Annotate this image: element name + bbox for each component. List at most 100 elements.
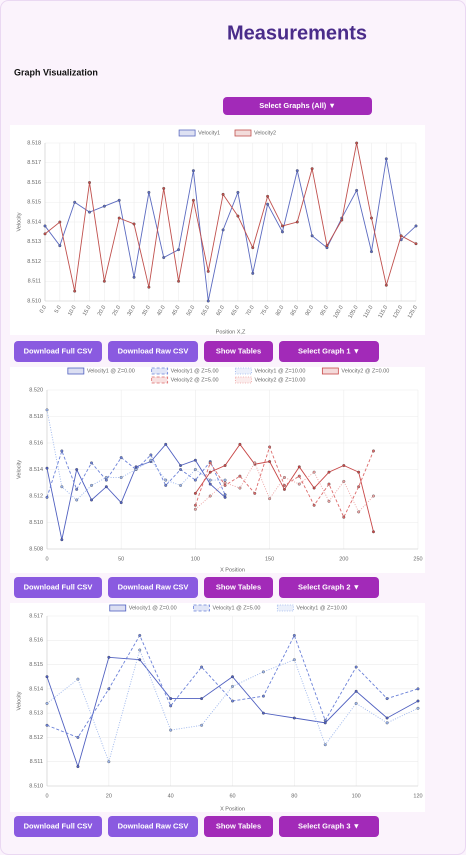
- series-line: [44, 158, 417, 302]
- data-point: [292, 658, 296, 662]
- data-point: [384, 157, 388, 161]
- x-tick-label: 10.0: [67, 305, 78, 317]
- select-graphs-button[interactable]: Select Graphs (All) ▼: [223, 97, 372, 115]
- data-point: [297, 474, 301, 478]
- x-tick-label: 70.0: [245, 305, 256, 317]
- button-bg[interactable]: [108, 816, 198, 837]
- button-label[interactable]: Show Tables: [216, 821, 261, 830]
- data-point: [223, 481, 227, 485]
- x-tick-label: 5.0: [54, 305, 63, 315]
- x-tick-label: 50.0: [186, 305, 197, 317]
- button-bg[interactable]: [204, 577, 273, 598]
- button-bg[interactable]: [279, 341, 379, 362]
- data-point: [138, 648, 142, 652]
- button-bg[interactable]: [108, 341, 198, 362]
- button[interactable]: Download Raw CSV: [108, 816, 198, 837]
- data-point: [208, 470, 212, 474]
- data-point: [193, 503, 197, 507]
- x-tick-label: 100: [352, 793, 361, 799]
- button-bg[interactable]: [204, 341, 273, 362]
- data-point: [414, 242, 418, 246]
- chart-panel: [10, 125, 425, 335]
- button[interactable]: Download Full CSV: [14, 577, 102, 598]
- data-point: [251, 246, 255, 250]
- data-point: [354, 665, 358, 669]
- button-label[interactable]: Select Graphs (All) ▼: [259, 101, 336, 110]
- button[interactable]: Select Graph 3 ▼: [279, 816, 379, 837]
- data-point: [385, 697, 389, 701]
- data-point: [169, 728, 173, 732]
- button[interactable]: Select Graph 1 ▼: [279, 341, 379, 362]
- data-point: [134, 465, 138, 469]
- data-point: [261, 694, 265, 698]
- button-bg[interactable]: [204, 816, 273, 837]
- x-tick-label: 80: [291, 793, 297, 799]
- button-bg[interactable]: [14, 341, 102, 362]
- data-point: [43, 232, 47, 236]
- y-axis-title: Velocity: [16, 460, 22, 479]
- button[interactable]: Show Tables: [204, 341, 273, 362]
- section-title: Graph Visualization: [14, 67, 98, 77]
- button-bg[interactable]: [279, 577, 379, 598]
- button[interactable]: Select Graph 2 ▼: [279, 577, 379, 598]
- y-tick-label: 8.514: [29, 467, 43, 473]
- data-point: [221, 192, 225, 196]
- y-tick-label: 8.517: [29, 613, 43, 619]
- legend-label: Velocity1: [198, 130, 220, 136]
- data-point: [193, 507, 197, 511]
- button-label[interactable]: Download Full CSV: [24, 582, 93, 591]
- data-point: [310, 234, 314, 238]
- button-bg[interactable]: [14, 816, 102, 837]
- button-label[interactable]: Download Full CSV: [24, 821, 93, 830]
- data-point: [162, 186, 166, 190]
- y-tick-label: 8.512: [27, 259, 41, 265]
- button-label[interactable]: Select Graph 3 ▼: [298, 821, 360, 830]
- button[interactable]: Show Tables: [204, 577, 273, 598]
- data-point: [90, 461, 93, 465]
- x-tick-label: 115.0: [377, 305, 389, 320]
- data-point: [60, 538, 64, 542]
- y-tick-label: 8.520: [29, 387, 43, 393]
- button-bg[interactable]: [223, 97, 372, 115]
- button-label[interactable]: Show Tables: [216, 582, 261, 591]
- button[interactable]: Download Raw CSV: [108, 577, 198, 598]
- button-label[interactable]: Download Raw CSV: [118, 346, 189, 355]
- legend-swatch: [235, 376, 252, 384]
- data-point: [354, 701, 358, 705]
- y-tick-label: 8.514: [27, 219, 41, 225]
- button[interactable]: Show Tables: [204, 816, 273, 837]
- data-point: [297, 465, 301, 469]
- button-label[interactable]: Download Raw CSV: [118, 582, 189, 591]
- x-tick-label: 60.0: [216, 305, 227, 317]
- button-label[interactable]: Select Graph 1 ▼: [298, 346, 360, 355]
- x-tick-label: 15.0: [82, 305, 93, 317]
- x-tick-label: 95.0: [319, 305, 330, 317]
- y-tick-label: 8.518: [27, 140, 41, 146]
- data-point: [223, 495, 227, 499]
- data-point: [372, 494, 375, 498]
- button-label[interactable]: Download Full CSV: [24, 346, 93, 355]
- button[interactable]: Download Full CSV: [14, 816, 102, 837]
- data-point: [323, 743, 327, 747]
- button-label[interactable]: Download Raw CSV: [118, 821, 189, 830]
- button-bg[interactable]: [108, 577, 198, 598]
- button[interactable]: Download Raw CSV: [108, 341, 198, 362]
- legend-label: Velocity1 @ Z=0.00: [129, 605, 177, 611]
- button-label[interactable]: Select Graph 2 ▼: [298, 582, 360, 591]
- data-point: [138, 633, 142, 637]
- data-point: [312, 470, 316, 474]
- chart: 8.510 8.511 8.512 8.513 8.514 8.515 8.516 8.517…: [10, 125, 425, 335]
- button[interactable]: Download Full CSV: [14, 341, 102, 362]
- button-bg[interactable]: [279, 816, 379, 837]
- data-point: [164, 442, 168, 446]
- button-label[interactable]: Show Tables: [216, 346, 261, 355]
- data-point: [58, 220, 62, 224]
- x-tick-label: 75.0: [260, 305, 271, 317]
- data-point: [76, 735, 80, 739]
- button-bg[interactable]: [14, 577, 102, 598]
- data-point: [266, 194, 270, 198]
- x-tick-label: 120: [413, 793, 422, 799]
- y-tick-label: 8.517: [27, 160, 41, 166]
- data-point: [385, 716, 389, 720]
